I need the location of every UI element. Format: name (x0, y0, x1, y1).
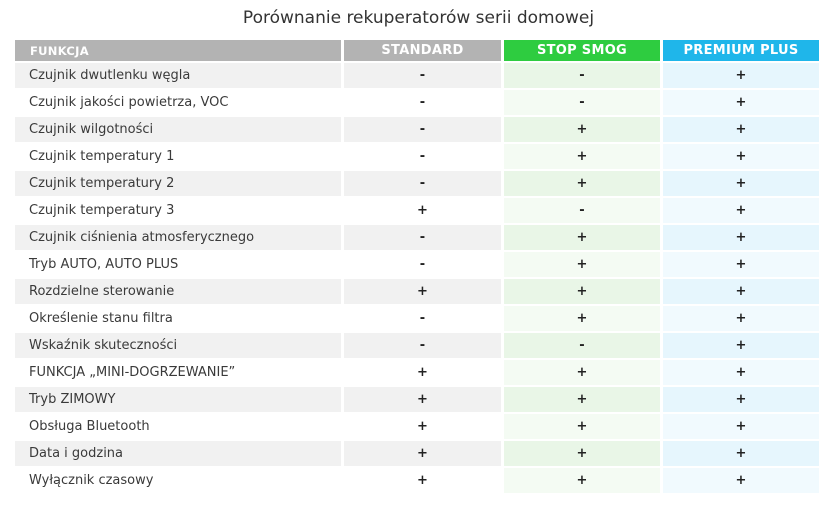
table-row: Rozdzielne sterowanie + + + (15, 279, 819, 304)
table-row: Czujnik temperatury 2- + + (15, 171, 819, 196)
premium-plus-value: + (663, 225, 819, 250)
feature-label: Data i godzina (15, 441, 341, 466)
premium-plus-value: + (663, 387, 819, 412)
feature-label: Czujnik wilgotności (15, 117, 341, 142)
standard-value: + (344, 441, 501, 466)
stop-smog-value: + (504, 468, 660, 493)
stop-smog-value: + (504, 306, 660, 331)
premium-plus-value: + (663, 414, 819, 439)
table-row: Czujnik temperatury 1- + + (15, 144, 819, 169)
stop-smog-value: + (504, 441, 660, 466)
feature-label: Wyłącznik czasowy (15, 468, 341, 493)
page-title: Porównanie rekuperatorów serii domowej (242, 8, 595, 28)
column-header-standard: STANDARD (344, 40, 501, 61)
feature-label: FUNKCJA „MINI-DOGRZEWANIE” (15, 360, 341, 385)
stop-smog-value: - (504, 63, 660, 88)
standard-value: + (344, 387, 501, 412)
premium-plus-value: + (663, 441, 819, 466)
stop-smog-value: + (504, 144, 660, 169)
stop-smog-value: + (504, 252, 660, 277)
stop-smog-value: - (504, 333, 660, 358)
standard-value: + (344, 198, 501, 223)
table-row: Wskaźnik skuteczności - - + (15, 333, 819, 358)
standard-value: - (344, 171, 501, 196)
column-header-stop-smog: STOP SMOG (504, 40, 660, 61)
standard-value: - (344, 63, 501, 88)
feature-label: Określenie stanu filtra (15, 306, 341, 331)
premium-plus-value: + (663, 198, 819, 223)
stop-smog-value: + (504, 279, 660, 304)
table-row: Czujnik jakości powietrza, VOC - - + (15, 90, 819, 115)
standard-value: - (344, 252, 501, 277)
table-row: Określenie stanu filtra - + + (15, 306, 819, 331)
feature-label: Rozdzielne sterowanie (15, 279, 341, 304)
feature-label: Czujnik jakości powietrza, VOC (15, 90, 341, 115)
feature-label: Czujnik dwutlenku węgla (15, 63, 341, 88)
header-row: FUNKCJA STANDARD STOP SMOG PREMIUM PLUS (15, 40, 819, 61)
standard-value: - (344, 117, 501, 142)
standard-value: + (344, 414, 501, 439)
standard-value: - (344, 90, 501, 115)
premium-plus-value: + (663, 468, 819, 493)
premium-plus-value: + (663, 252, 819, 277)
feature-label: Obsługa Bluetooth (15, 414, 341, 439)
standard-value: - (344, 306, 501, 331)
stop-smog-value: + (504, 117, 660, 142)
feature-label: Czujnik temperatury 3 (15, 198, 341, 223)
table-row: Czujnik ciśnienia atmosferycznego - + + (15, 225, 819, 250)
table-row: FUNKCJA „MINI-DOGRZEWANIE” + + + (15, 360, 819, 385)
premium-plus-value: + (663, 117, 819, 142)
table-row: Czujnik wilgotności - + + (15, 117, 819, 142)
table-row: Wyłącznik czasowy + + + (15, 468, 819, 493)
standard-value: + (344, 468, 501, 493)
standard-value: - (344, 144, 501, 169)
feature-label: Tryb ZIMOWY (15, 387, 341, 412)
column-header-premium-plus: PREMIUM PLUS (663, 40, 819, 61)
table-row: Czujnik dwutlenku węgla - - + (15, 63, 819, 88)
standard-value: - (344, 225, 501, 250)
stop-smog-value: + (504, 225, 660, 250)
table-body: Czujnik dwutlenku węgla - - + Czujnik jakośc… (15, 63, 819, 493)
premium-plus-value: + (663, 333, 819, 358)
standard-value: - (344, 333, 501, 358)
table-row: Tryb ZIMOWY + + + (15, 387, 819, 412)
stop-smog-value: - (504, 198, 660, 223)
table-header: FUNKCJA STANDARD STOP SMOG PREMIUM PLUS (15, 40, 819, 61)
premium-plus-value: + (663, 279, 819, 304)
stop-smog-value: + (504, 414, 660, 439)
premium-plus-value: + (663, 63, 819, 88)
table-row: Obsługa Bluetooth + + + (15, 414, 819, 439)
premium-plus-value: + (663, 144, 819, 169)
stop-smog-value: + (504, 360, 660, 385)
premium-plus-value: + (663, 360, 819, 385)
premium-plus-value: + (663, 171, 819, 196)
stop-smog-value: + (504, 387, 660, 412)
premium-plus-value: + (663, 306, 819, 331)
feature-label: Tryb AUTO, AUTO PLUS (15, 252, 341, 277)
comparison-table: FUNKCJA STANDARD STOP SMOG PREMIUM PLUS … (12, 38, 822, 495)
table-row: Tryb AUTO, AUTO PLUS - + + (15, 252, 819, 277)
feature-label: Czujnik temperatury 1 (15, 144, 341, 169)
column-header-function: FUNKCJA (15, 40, 341, 61)
feature-label: Czujnik temperatury 2 (15, 171, 341, 196)
standard-value: + (344, 279, 501, 304)
table-row: Czujnik temperatury 3 + - + (15, 198, 819, 223)
stop-smog-value: + (504, 171, 660, 196)
feature-label: Wskaźnik skuteczności (15, 333, 341, 358)
standard-value: + (344, 360, 501, 385)
premium-plus-value: + (663, 90, 819, 115)
stop-smog-value: - (504, 90, 660, 115)
feature-label: Czujnik ciśnienia atmosferycznego (15, 225, 341, 250)
table-row: Data i godzina + + + (15, 441, 819, 466)
